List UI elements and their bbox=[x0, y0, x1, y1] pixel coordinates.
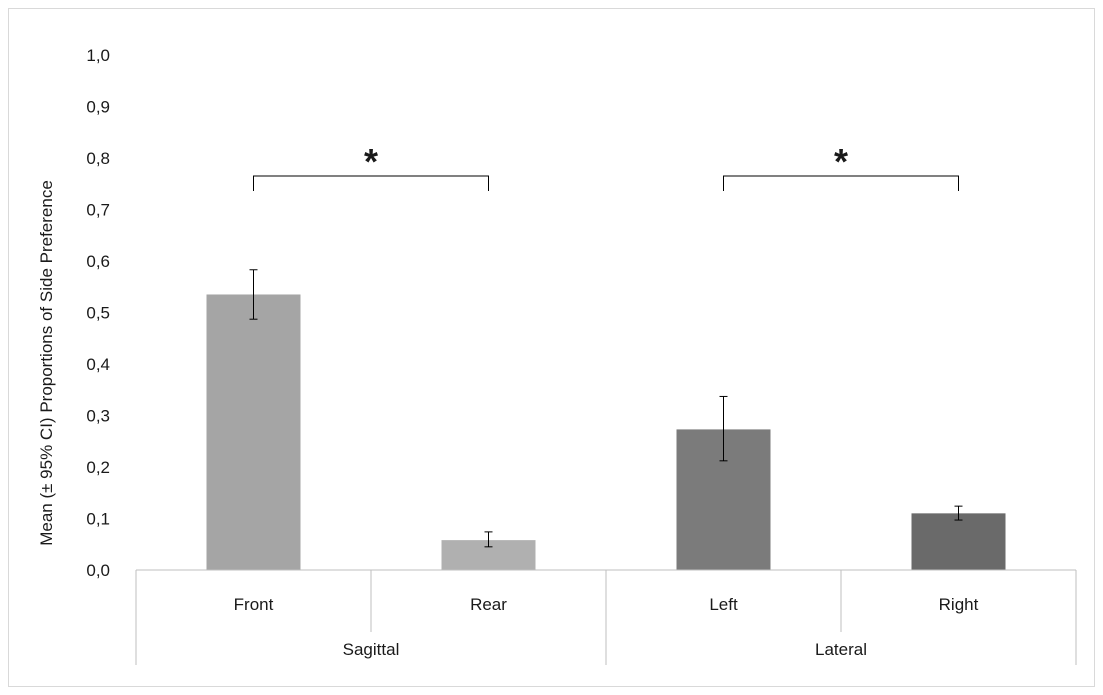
y-tick-label: 0,5 bbox=[86, 304, 110, 323]
significance-brackets: * * bbox=[253, 141, 959, 192]
x-tick-label-front: Front bbox=[234, 595, 274, 614]
x-tick-label-left: Left bbox=[709, 595, 738, 614]
bar-front bbox=[206, 294, 301, 570]
y-tick-label: 0,6 bbox=[86, 252, 110, 271]
bars bbox=[206, 294, 1006, 570]
y-tick-label: 0,3 bbox=[86, 407, 110, 426]
chart-frame bbox=[8, 8, 1095, 687]
significance-star: * bbox=[364, 141, 378, 182]
significance-star: * bbox=[834, 141, 848, 182]
y-tick-label: 0,7 bbox=[86, 201, 110, 220]
y-axis-label-group: Mean (± 95% CI) Proportions of Side Pref… bbox=[37, 180, 56, 546]
y-tick-label: 0,4 bbox=[86, 355, 110, 374]
x-group-label-lateral: Lateral bbox=[815, 640, 867, 659]
significance-bracket bbox=[253, 175, 489, 192]
error-bars bbox=[249, 269, 963, 548]
y-tick-label: 1,0 bbox=[86, 46, 110, 65]
y-axis-label: Mean (± 95% CI) Proportions of Side Pref… bbox=[37, 180, 56, 546]
x-tick-label-rear: Rear bbox=[470, 595, 507, 614]
y-tick-label: 0,2 bbox=[86, 458, 110, 477]
y-axis-ticks: 0,0 0,1 0,2 0,3 0,4 0,5 0,6 0,7 0,8 0,9 1,0 bbox=[86, 46, 110, 580]
x-tick-label-right: Right bbox=[939, 595, 979, 614]
y-tick-label: 0,0 bbox=[86, 561, 110, 580]
y-tick-label: 0,1 bbox=[86, 510, 110, 529]
significance-bracket bbox=[723, 175, 959, 192]
y-tick-label: 0,9 bbox=[86, 98, 110, 117]
x-group-label-sagittal: Sagittal bbox=[343, 640, 400, 659]
y-tick-label: 0,8 bbox=[86, 149, 110, 168]
x-axis: Front Rear Left Right Sagittal Lateral bbox=[135, 569, 1077, 665]
bar-right bbox=[911, 513, 1006, 570]
